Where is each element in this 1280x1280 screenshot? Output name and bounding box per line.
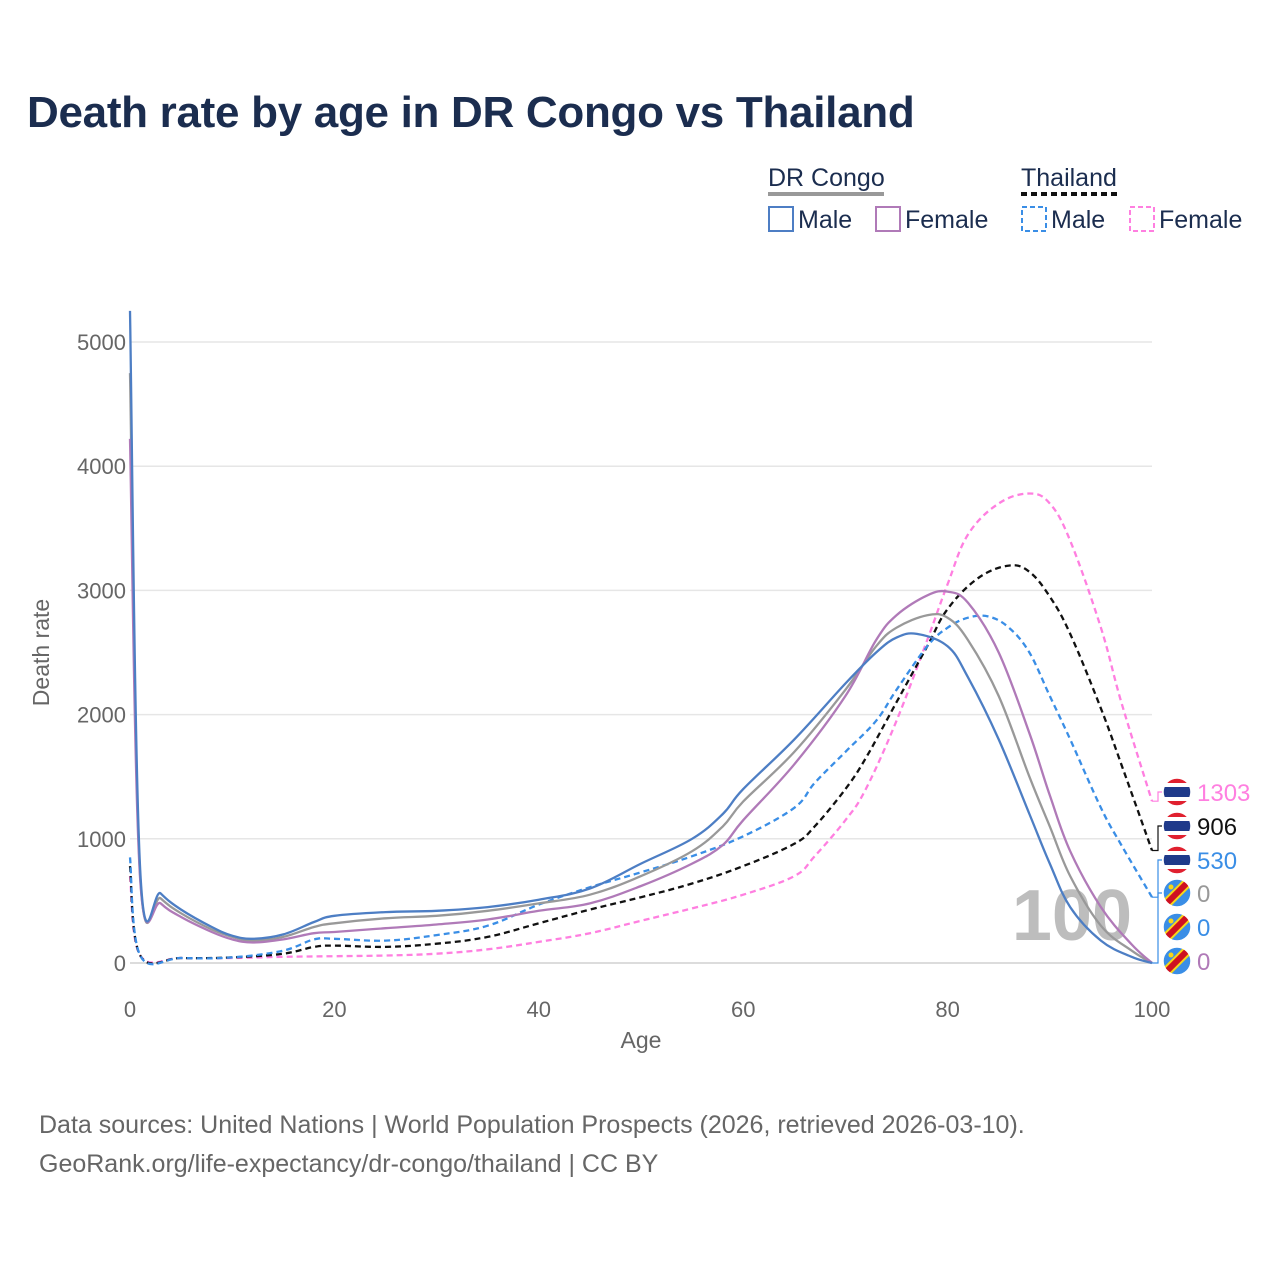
y-tick-label: 3000 bbox=[77, 578, 126, 603]
x-tick-label: 100 bbox=[1134, 997, 1171, 1022]
y-axis-title: Death rate bbox=[28, 599, 54, 706]
y-tick-label: 0 bbox=[114, 951, 126, 976]
y-tick-label: 1000 bbox=[77, 827, 126, 852]
legend-item-label: Male bbox=[798, 206, 852, 234]
y-tick-label: 2000 bbox=[77, 703, 126, 728]
end-value-label: 906 bbox=[1197, 814, 1237, 841]
legend-item-swatch bbox=[875, 206, 901, 232]
chart-title: Death rate by age in DR Congo vs Thailan… bbox=[27, 88, 915, 137]
label-connector bbox=[1152, 859, 1162, 898]
x-tick-label: 20 bbox=[322, 997, 346, 1022]
thailand-flag-icon bbox=[1162, 845, 1192, 875]
footer-source: Data sources: United Nations | World Pop… bbox=[39, 1111, 1025, 1139]
x-axis-title: Age bbox=[621, 1027, 662, 1053]
footer-link: GeoRank.org/life-expectancy/dr-congo/tha… bbox=[39, 1150, 659, 1178]
series-line-thailand-total bbox=[128, 564, 1154, 965]
footer: Data sources: United Nations | World Pop… bbox=[39, 1106, 1025, 1184]
end-value-label: 1303 bbox=[1197, 780, 1250, 807]
chart-area: DR Congo Male Female Thailand Male Female 0 10… bbox=[28, 164, 1250, 1053]
legend: DR Congo Male Female Thailand Male Female bbox=[768, 164, 1242, 234]
end-value-label: 0 bbox=[1197, 881, 1210, 908]
grid-lines bbox=[130, 341, 1152, 964]
series-line-dr-congo-female bbox=[128, 438, 1153, 964]
y-tick-label: 4000 bbox=[77, 454, 126, 479]
end-value-label: 0 bbox=[1197, 949, 1210, 976]
series-line-dr-congo-male bbox=[128, 310, 1153, 965]
series-lines bbox=[128, 310, 1154, 966]
label-connector bbox=[1152, 825, 1162, 852]
x-tick-label: 40 bbox=[527, 997, 551, 1022]
legend-group-title: Thailand bbox=[1021, 164, 1117, 192]
legend-item-swatch bbox=[1129, 206, 1155, 232]
end-labels: 1303 906 530 0 0 0 bbox=[1152, 777, 1250, 976]
dr-congo-flag-icon bbox=[1162, 946, 1192, 976]
label-connector bbox=[1152, 892, 1162, 964]
legend-item-swatch bbox=[1021, 206, 1047, 232]
legend-item-label: Female bbox=[905, 206, 988, 234]
thailand-flag-icon bbox=[1162, 777, 1192, 807]
thailand-flag-icon bbox=[1162, 811, 1192, 841]
x-tick-label: 80 bbox=[935, 997, 959, 1022]
legend-group-title: DR Congo bbox=[768, 164, 885, 192]
axes: 0 1000 2000 3000 4000 5000 0 20 40 60 80 100 Age Deat… bbox=[28, 330, 1170, 1053]
age-watermark: 100 bbox=[1012, 876, 1132, 956]
legend-item-swatch bbox=[768, 206, 794, 232]
x-tick-label: 60 bbox=[731, 997, 755, 1022]
legend-item-label: Male bbox=[1051, 206, 1105, 234]
legend-item-label: Female bbox=[1159, 206, 1242, 234]
series-line-thailand-female bbox=[128, 492, 1154, 964]
series-line-dr-congo-total bbox=[128, 373, 1153, 964]
y-tick-label: 5000 bbox=[77, 330, 126, 355]
dr-congo-flag-icon bbox=[1162, 912, 1192, 942]
series-line-thailand-male bbox=[128, 614, 1153, 966]
end-value-label: 0 bbox=[1197, 915, 1210, 942]
end-value-label: 530 bbox=[1197, 848, 1237, 875]
x-tick-label: 0 bbox=[124, 997, 136, 1022]
dr-congo-flag-icon bbox=[1162, 878, 1192, 908]
label-connector bbox=[1152, 791, 1162, 802]
